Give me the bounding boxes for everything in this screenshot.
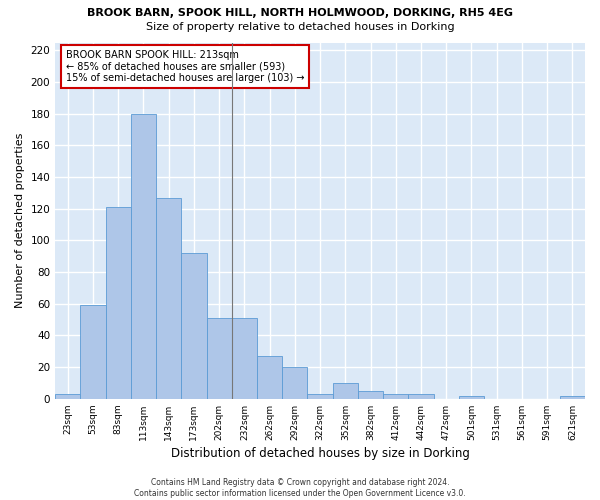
Bar — [181, 253, 206, 399]
Text: BROOK BARN, SPOOK HILL, NORTH HOLMWOOD, DORKING, RH5 4EG: BROOK BARN, SPOOK HILL, NORTH HOLMWOOD, … — [87, 8, 513, 18]
Bar — [156, 198, 181, 399]
Bar — [560, 396, 585, 399]
Text: Contains HM Land Registry data © Crown copyright and database right 2024.
Contai: Contains HM Land Registry data © Crown c… — [134, 478, 466, 498]
Y-axis label: Number of detached properties: Number of detached properties — [15, 133, 25, 308]
Bar — [80, 306, 106, 399]
Bar — [131, 114, 156, 399]
Text: BROOK BARN SPOOK HILL: 213sqm
← 85% of detached houses are smaller (593)
15% of : BROOK BARN SPOOK HILL: 213sqm ← 85% of d… — [66, 50, 304, 83]
Bar — [332, 383, 358, 399]
Text: Size of property relative to detached houses in Dorking: Size of property relative to detached ho… — [146, 22, 454, 32]
Bar — [282, 367, 307, 399]
Bar — [409, 394, 434, 399]
Bar — [106, 207, 131, 399]
Bar — [383, 394, 409, 399]
X-axis label: Distribution of detached houses by size in Dorking: Distribution of detached houses by size … — [170, 447, 470, 460]
Bar — [257, 356, 282, 399]
Bar — [459, 396, 484, 399]
Bar — [307, 394, 332, 399]
Bar — [358, 391, 383, 399]
Bar — [206, 318, 232, 399]
Bar — [232, 318, 257, 399]
Bar — [55, 394, 80, 399]
